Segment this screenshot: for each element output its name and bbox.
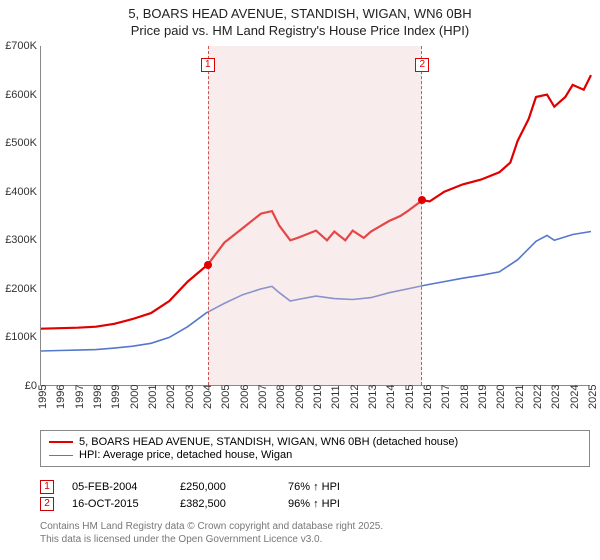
legend-swatch [49,441,73,443]
event-date: 05-FEB-2004 [72,481,162,493]
legend-swatch [49,455,73,456]
event-marker-dot [418,196,426,204]
x-axis-tick: 2012 [349,385,361,409]
footer-line-2: This data is licensed under the Open Gov… [40,533,590,546]
y-axis-tick: £100K [5,331,41,343]
x-axis-tick: 2009 [294,385,306,409]
y-axis-tick: £600K [5,89,41,101]
legend-box: 5, BOARS HEAD AVENUE, STANDISH, WIGAN, W… [40,430,590,467]
legend-label: HPI: Average price, detached house, Wiga… [79,449,292,461]
x-axis-tick: 2007 [257,385,269,409]
chart-container: 5, BOARS HEAD AVENUE, STANDISH, WIGAN, W… [0,0,600,560]
legend-row: HPI: Average price, detached house, Wiga… [49,449,581,461]
legend-label: 5, BOARS HEAD AVENUE, STANDISH, WIGAN, W… [79,436,458,448]
x-axis-tick: 1996 [55,385,67,409]
y-axis-tick: £200K [5,283,41,295]
event-marker-dot [204,261,212,269]
x-axis-tick: 2011 [330,385,342,409]
event-row: 1 05-FEB-2004 £250,000 76% ↑ HPI [40,480,590,494]
events-table: 1 05-FEB-2004 £250,000 76% ↑ HPI 2 16-OCT-201… [40,477,590,514]
x-axis-tick: 1999 [110,385,122,409]
event-number-box: 1 [40,480,54,494]
event-price: £250,000 [180,481,270,493]
footer-line-1: Contains HM Land Registry data © Crown c… [40,520,590,533]
event-marker-box: 2 [415,58,429,72]
x-axis-tick: 2024 [569,385,581,409]
x-axis-tick: 2000 [129,385,141,409]
x-axis-tick: 2015 [404,385,416,409]
x-axis-tick: 2020 [495,385,507,409]
event-date: 16-OCT-2015 [72,498,162,510]
title-line-2: Price paid vs. HM Land Registry's House … [0,23,600,40]
event-marker-box: 1 [201,58,215,72]
event-number-box: 2 [40,497,54,511]
x-axis-tick: 2013 [367,385,379,409]
event-delta: 96% ↑ HPI [288,498,378,510]
x-axis-tick: 2005 [220,385,232,409]
x-axis-tick: 1997 [74,385,86,409]
x-axis-tick: 2002 [165,385,177,409]
event-row: 2 16-OCT-2015 £382,500 96% ↑ HPI [40,497,590,511]
shaded-transaction-band [208,46,423,385]
x-axis-tick: 2001 [147,385,159,409]
x-axis-tick: 2016 [422,385,434,409]
x-axis-tick: 2003 [184,385,196,409]
y-axis-tick: £700K [5,40,41,52]
x-axis-tick: 2006 [239,385,251,409]
x-axis-tick: 2022 [532,385,544,409]
x-axis-tick: 2004 [202,385,214,409]
y-axis-tick: £400K [5,186,41,198]
chart-plot-area: £0£100K£200K£300K£400K£500K£600K£700K199… [40,46,590,386]
chart-title: 5, BOARS HEAD AVENUE, STANDISH, WIGAN, W… [0,0,600,40]
title-line-1: 5, BOARS HEAD AVENUE, STANDISH, WIGAN, W… [0,6,600,23]
legend-row: 5, BOARS HEAD AVENUE, STANDISH, WIGAN, W… [49,436,581,448]
x-axis-tick: 2025 [587,385,599,409]
event-price: £382,500 [180,498,270,510]
x-axis-tick: 1995 [37,385,49,409]
event-delta: 76% ↑ HPI [288,481,378,493]
x-axis-tick: 2021 [514,385,526,409]
x-axis-tick: 2017 [440,385,452,409]
x-axis-tick: 2018 [459,385,471,409]
x-axis-tick: 2014 [385,385,397,409]
x-axis-tick: 1998 [92,385,104,409]
x-axis-tick: 2008 [275,385,287,409]
footer-attribution: Contains HM Land Registry data © Crown c… [40,520,590,546]
x-axis-tick: 2019 [477,385,489,409]
y-axis-tick: £300K [5,234,41,246]
y-axis-tick: £500K [5,137,41,149]
x-axis-tick: 2023 [550,385,562,409]
x-axis-tick: 2010 [312,385,324,409]
